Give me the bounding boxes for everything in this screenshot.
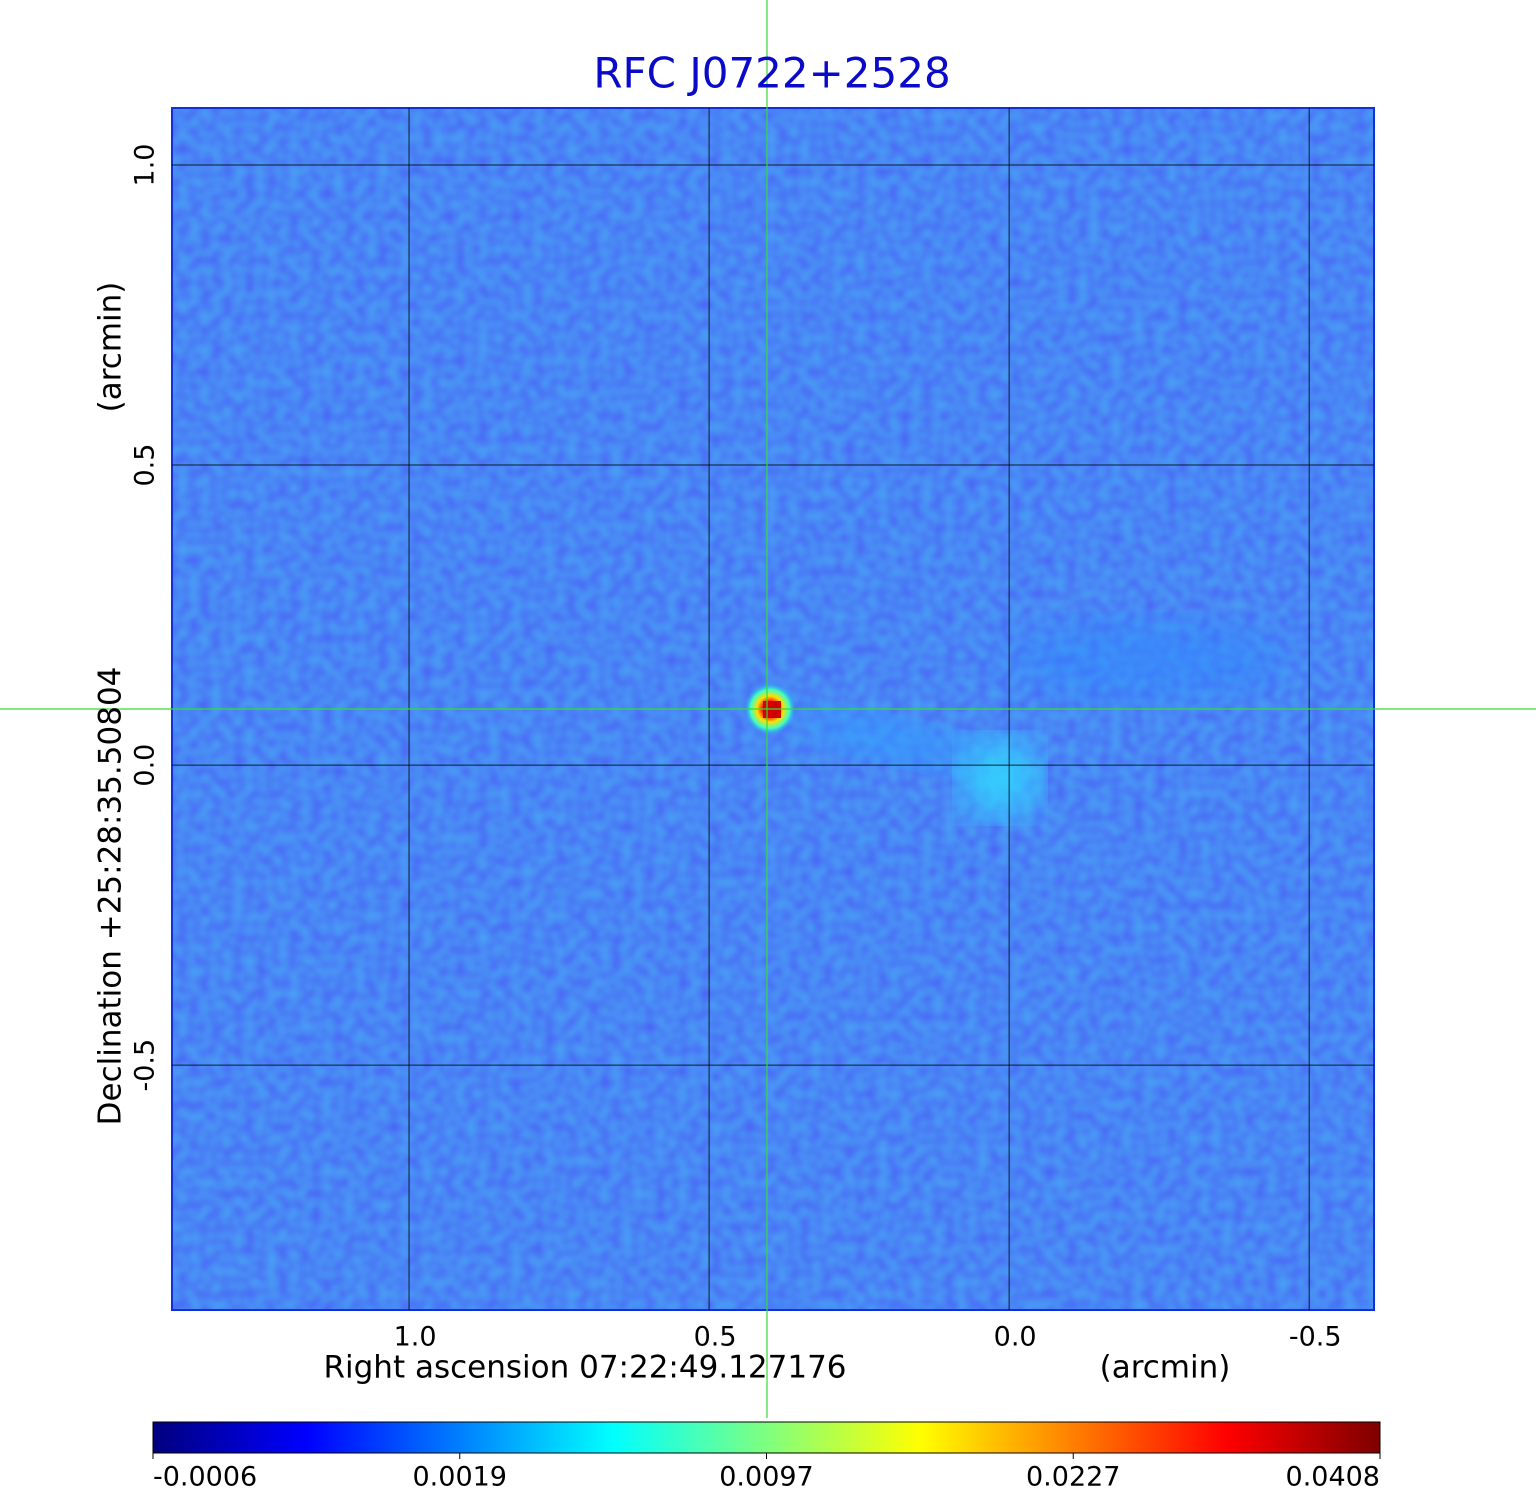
chart-title: RFC J0722+2528 xyxy=(593,49,950,98)
x-tick-label: 0.5 xyxy=(694,1322,737,1353)
x-axis-unit: (arcmin) xyxy=(1100,1350,1231,1386)
axes: 1.0 0.5 0.0 -0.5 1.0 0.5 0.0 -0.5 xyxy=(130,108,1374,1353)
colorbar-tick-label: 0.0019 xyxy=(413,1462,507,1493)
colorbar xyxy=(152,1421,1381,1454)
x-axis-label: Right ascension 07:22:49.127176 xyxy=(323,1350,846,1386)
x-tick-label: 1.0 xyxy=(394,1322,437,1353)
x-tick-label: 0.0 xyxy=(994,1322,1037,1353)
y-tick-label: 1.0 xyxy=(130,144,161,187)
colorbar-tick-label: 0.0227 xyxy=(1026,1462,1120,1493)
y-tick-label: 0.0 xyxy=(130,744,161,787)
x-tick-label: -0.5 xyxy=(1289,1322,1342,1353)
y-tick-label: 0.5 xyxy=(130,444,161,487)
colorbar-tick-label: 0.0097 xyxy=(719,1462,813,1493)
colorbar-tick-label: 0.0408 xyxy=(1286,1462,1380,1493)
colorbar-tick-label: -0.0006 xyxy=(153,1462,257,1493)
y-tick-label: -0.5 xyxy=(130,1039,161,1092)
y-axis-label: Declination +25:28:35.50804 xyxy=(93,667,129,1126)
y-axis-unit: (arcmin) xyxy=(93,282,129,413)
